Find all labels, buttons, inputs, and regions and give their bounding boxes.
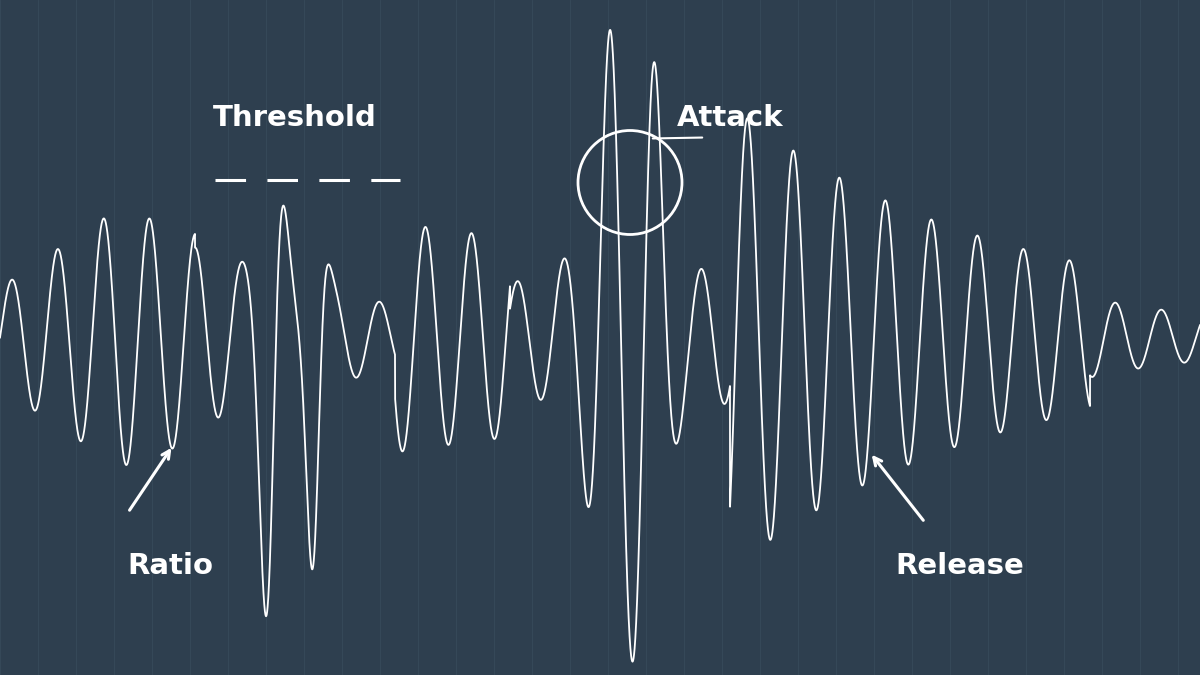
Text: Release: Release (895, 553, 1025, 580)
Text: Threshold: Threshold (214, 103, 377, 132)
Text: Attack: Attack (677, 103, 784, 132)
Text: Ratio: Ratio (127, 553, 214, 580)
